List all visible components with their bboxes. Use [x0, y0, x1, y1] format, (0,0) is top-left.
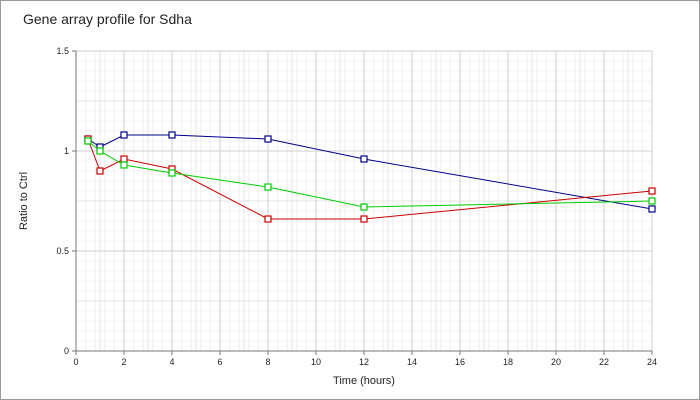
x-tick-label: 16 — [455, 357, 465, 367]
x-tick-label: 0 — [73, 357, 78, 367]
series-3-marker — [360, 203, 368, 211]
y-axis-label: Ratio to Ctrl — [18, 172, 30, 230]
y-tick-label: 0.5 — [56, 246, 69, 256]
x-tick-label: 12 — [359, 357, 369, 367]
series-1-marker — [360, 155, 368, 163]
x-tick-label: 4 — [169, 357, 174, 367]
series-1-marker — [264, 135, 272, 143]
x-tick-label: 6 — [217, 357, 222, 367]
y-tick-label: 0 — [64, 346, 69, 356]
x-tick-label: 22 — [599, 357, 609, 367]
x-tick-label: 8 — [265, 357, 270, 367]
series-3-marker — [120, 161, 128, 169]
series-3-marker — [96, 147, 104, 155]
x-tick-label: 24 — [647, 357, 657, 367]
series-1-marker — [648, 205, 656, 213]
x-tick-label: 14 — [407, 357, 417, 367]
x-tick-label: 2 — [121, 357, 126, 367]
y-tick-label: 1 — [64, 146, 69, 156]
x-axis-label: Time (hours) — [333, 375, 395, 387]
series-2-marker — [120, 155, 128, 163]
x-tick-label: 18 — [503, 357, 513, 367]
series-1-marker — [120, 131, 128, 139]
series-3-marker — [264, 183, 272, 191]
series-2-marker — [360, 215, 368, 223]
x-tick-label: 10 — [311, 357, 321, 367]
x-tick-label: 20 — [551, 357, 561, 367]
series-3-marker — [168, 169, 176, 177]
series-1-marker — [168, 131, 176, 139]
chart-title: Gene array profile for Sdha — [23, 11, 192, 27]
y-tick-label: 1.5 — [56, 46, 69, 56]
series-2-marker — [648, 187, 656, 195]
series-3-marker — [648, 197, 656, 205]
series-2-marker — [96, 167, 104, 175]
series-2-marker — [264, 215, 272, 223]
series-3-marker — [84, 137, 92, 145]
